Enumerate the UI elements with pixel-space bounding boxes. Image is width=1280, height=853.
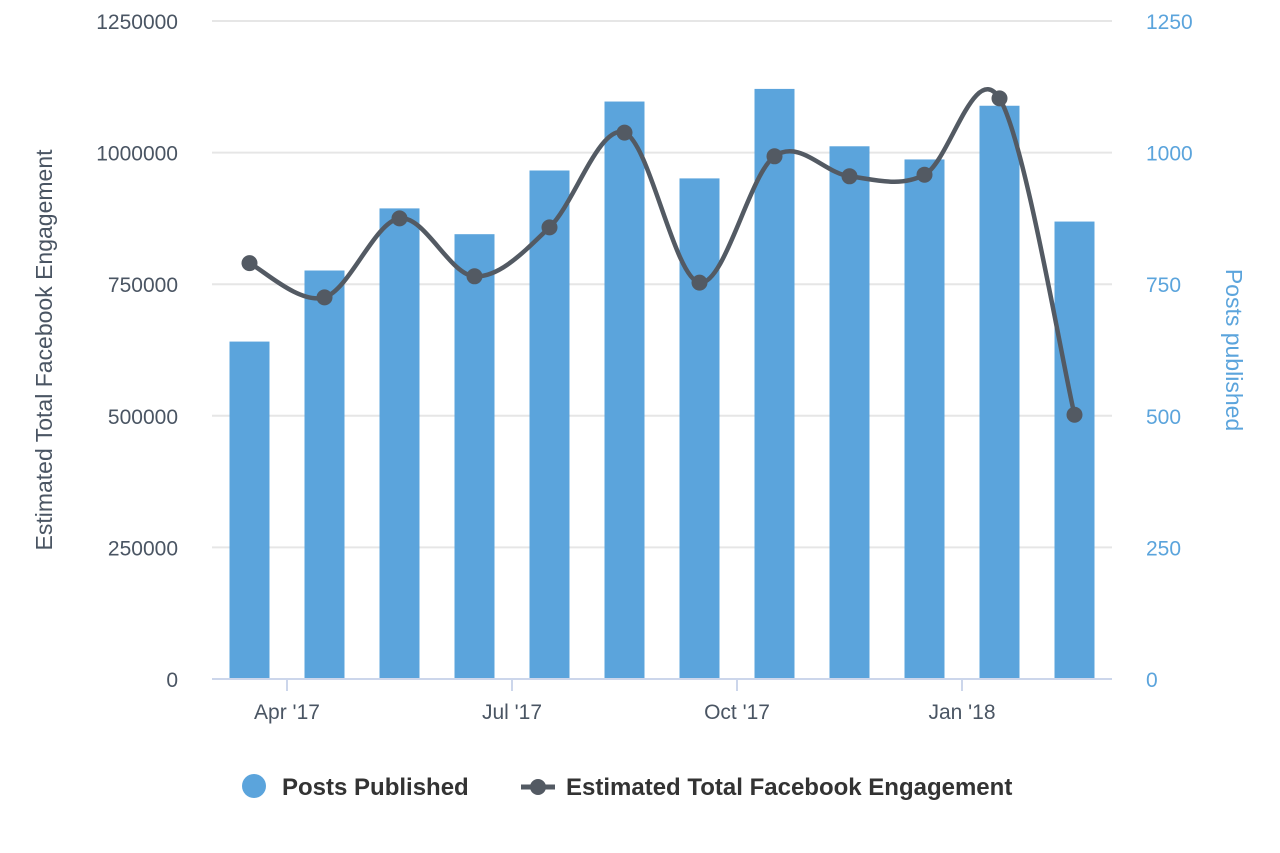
y-right-tick-label: 1250 — [1146, 11, 1193, 34]
y-axis-right-title: Posts published — [1221, 269, 1247, 431]
bar-posts[interactable] — [604, 101, 645, 680]
bar-posts[interactable] — [829, 146, 870, 679]
x-axis: Apr '17 Jul '17 Oct '17 Jan '18 — [212, 678, 1112, 724]
y-axis-right: 0 250 500 750 1000 1250 — [1146, 11, 1193, 692]
bar-posts[interactable] — [979, 105, 1020, 680]
x-tick-label: Oct '17 — [704, 701, 770, 724]
engagement-point[interactable] — [916, 166, 933, 183]
y-left-tick-label: 1000000 — [96, 143, 178, 166]
y-axis-left-title: Estimated Total Facebook Engagement — [31, 149, 57, 551]
engagement-point[interactable] — [1066, 406, 1083, 423]
x-tick-label: Jan '18 — [928, 701, 995, 724]
bar-posts[interactable] — [754, 88, 795, 680]
engagement-point[interactable] — [541, 219, 558, 236]
legend-item-posts[interactable]: Posts Published — [242, 774, 469, 801]
bar-posts[interactable] — [1054, 221, 1095, 679]
bar-posts[interactable] — [304, 270, 345, 679]
engagement-point[interactable] — [766, 148, 783, 165]
y-right-tick-label: 750 — [1146, 274, 1181, 297]
y-right-tick-label: 1000 — [1146, 143, 1193, 166]
bar-posts[interactable] — [454, 234, 495, 679]
legend-posts-symbol — [242, 774, 266, 798]
y-left-tick-label: 1250000 — [96, 11, 178, 34]
bar-posts[interactable] — [379, 208, 420, 679]
engagement-point[interactable] — [991, 90, 1008, 107]
bar-posts[interactable] — [529, 170, 570, 679]
posts-bars — [229, 88, 1095, 680]
bar-posts[interactable] — [229, 341, 270, 679]
y-right-tick-label: 500 — [1146, 406, 1181, 429]
engagement-point[interactable] — [841, 168, 858, 185]
y-right-tick-label: 0 — [1146, 669, 1158, 692]
engagement-point[interactable] — [466, 268, 483, 285]
engagement-point[interactable] — [241, 255, 258, 272]
legend-item-engagement[interactable]: Estimated Total Facebook Engagement — [521, 774, 1012, 801]
y-left-tick-label: 500000 — [108, 406, 178, 429]
legend-engagement-marker — [530, 779, 546, 795]
legend-engagement-label: Estimated Total Facebook Engagement — [566, 774, 1012, 801]
engagement-line — [247, 87, 1077, 417]
bar-posts[interactable] — [904, 159, 945, 679]
grid-lines — [212, 20, 1112, 549]
y-right-tick-label: 250 — [1146, 537, 1181, 560]
engagement-point[interactable] — [616, 124, 633, 141]
y-axis-left: 0 250000 500000 750000 1000000 1250000 — [96, 11, 178, 692]
legend-posts-label: Posts Published — [282, 774, 469, 801]
y-left-tick-label: 0 — [166, 669, 178, 692]
x-tick-label: Jul '17 — [482, 701, 542, 724]
engagement-point[interactable] — [391, 210, 408, 227]
bar-posts[interactable] — [679, 178, 720, 679]
y-left-tick-label: 750000 — [108, 274, 178, 297]
engagement-point[interactable] — [691, 274, 708, 291]
x-tick-label: Apr '17 — [254, 701, 320, 724]
engagement-markers — [241, 90, 1083, 423]
legend: Posts Published Estimated Total Facebook… — [242, 774, 1012, 801]
engagement-point[interactable] — [316, 289, 333, 306]
y-left-tick-label: 250000 — [108, 537, 178, 560]
